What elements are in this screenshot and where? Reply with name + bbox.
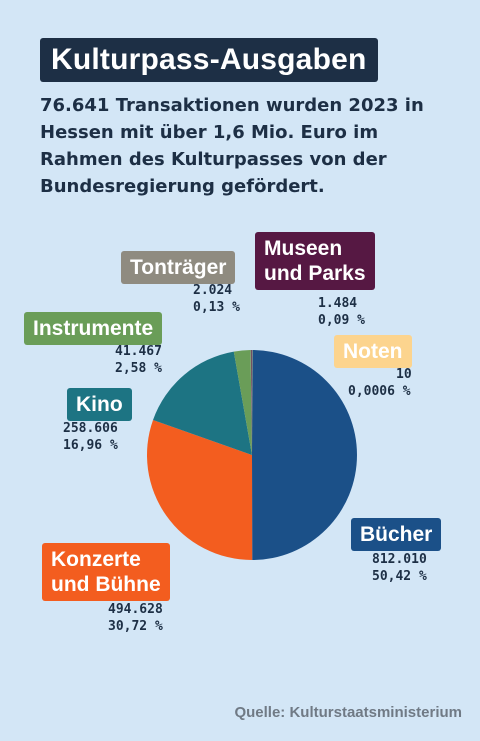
share-noten: 0,0006 %: [348, 384, 411, 399]
share-konzerte: 30,72 %: [108, 619, 163, 634]
amount-noten: 10: [396, 367, 412, 382]
label-tontraeger: Tonträger: [121, 251, 236, 284]
share-instrumente: 2,58 %: [115, 361, 162, 376]
share-kino: 16,96 %: [63, 438, 118, 453]
label-noten: Noten: [334, 335, 412, 368]
amount-museen: 1.484: [318, 296, 358, 311]
label-instrumente: Instrumente: [24, 312, 163, 345]
share-tontraeger: 0,13 %: [193, 300, 240, 315]
amount-buecher: 812.010: [372, 552, 427, 567]
amount-konzerte: 494.628: [108, 602, 163, 617]
chart-subtitle: 76.641 Transaktionen wurden 2023 in Hess…: [40, 95, 424, 197]
source-note: Quelle: Kulturstaatsministerium: [234, 704, 462, 721]
chart-title: Kulturpass-Ausgaben: [40, 38, 378, 82]
pie-slice-0: [252, 350, 357, 560]
amount-tontraeger: 2.024: [193, 283, 233, 298]
share-buecher: 50,42 %: [372, 569, 427, 584]
pie-slice-4: [250, 350, 252, 455]
label-kino: Kino: [67, 388, 132, 421]
share-museen: 0,09 %: [318, 313, 365, 328]
label-buecher: Bücher: [351, 518, 442, 551]
amount-instrumente: 41.467: [115, 344, 162, 359]
pie-slice-2: [153, 351, 252, 455]
pie-slice-3: [233, 350, 252, 455]
amount-kino: 258.606: [63, 421, 118, 436]
pie-slice-1: [146, 419, 253, 560]
pie-slice-5: [251, 350, 252, 455]
label-museen-und-parks: Museen und Parks: [255, 232, 375, 290]
label-konzerte-und-buehne: Konzerte und Bühne: [42, 543, 170, 601]
